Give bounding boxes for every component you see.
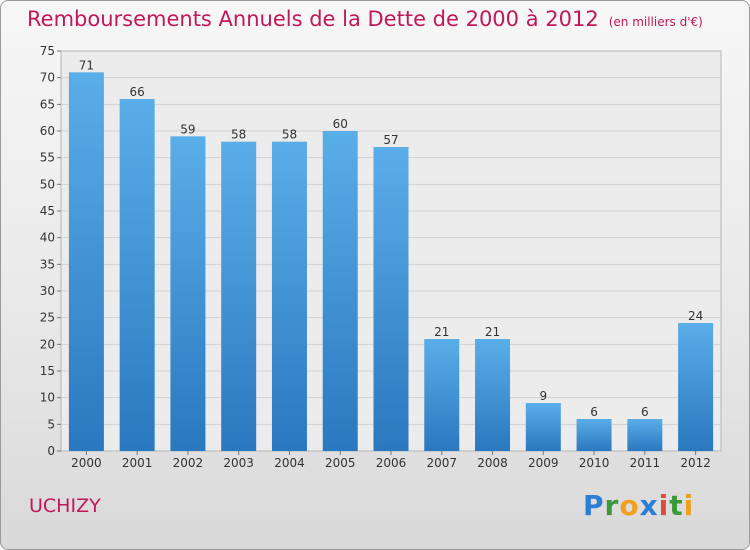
logo-letter: t bbox=[669, 489, 684, 522]
bar bbox=[322, 131, 358, 451]
proxiti-logo: Proxiti bbox=[583, 489, 694, 522]
y-tick-label: 65 bbox=[40, 97, 55, 111]
bar bbox=[475, 339, 511, 451]
x-tick-label: 2012 bbox=[680, 456, 711, 470]
x-tick-label: 2004 bbox=[274, 456, 305, 470]
x-tick-label: 2007 bbox=[426, 456, 457, 470]
data-label: 60 bbox=[333, 117, 348, 131]
chart-subtitle: (en milliers d'€) bbox=[608, 15, 703, 29]
y-tick-label: 75 bbox=[40, 44, 55, 58]
y-tick-label: 20 bbox=[40, 337, 55, 351]
x-tick-label: 2002 bbox=[173, 456, 204, 470]
bar bbox=[170, 136, 206, 452]
data-label: 66 bbox=[130, 85, 145, 99]
x-tick-label: 2008 bbox=[477, 456, 508, 470]
y-tick-label: 60 bbox=[40, 124, 55, 138]
data-label: 21 bbox=[434, 325, 449, 339]
x-tick-label: 2001 bbox=[122, 456, 153, 470]
logo-letter: r bbox=[604, 489, 620, 522]
logo-letter: i bbox=[658, 489, 670, 522]
logo-letter: P bbox=[583, 489, 605, 522]
y-tick-label: 50 bbox=[40, 177, 55, 191]
x-tick-label: 2006 bbox=[376, 456, 407, 470]
bar bbox=[221, 141, 257, 451]
y-tick-label: 55 bbox=[40, 151, 55, 165]
bar bbox=[627, 419, 663, 451]
x-tick-label: 2000 bbox=[71, 456, 102, 470]
x-axis-ticks: 2000 2001 2002 2003 2004 2005 2006 2007 2008 2009… bbox=[71, 451, 711, 470]
y-tick-label: 10 bbox=[40, 391, 55, 405]
y-axis-ticks: 0 5 10 15 20 25 30 35 40 45 50 55 60 65 70 75 bbox=[40, 44, 61, 458]
commune-name: UCHIZY bbox=[29, 495, 101, 517]
bars bbox=[68, 72, 714, 452]
bar bbox=[576, 419, 612, 451]
data-label: 58 bbox=[231, 128, 246, 142]
data-label: 6 bbox=[641, 405, 649, 419]
bar bbox=[119, 99, 155, 451]
data-label: 57 bbox=[383, 133, 398, 147]
data-label: 58 bbox=[282, 128, 297, 142]
y-tick-label: 40 bbox=[40, 231, 55, 245]
data-label: 21 bbox=[485, 325, 500, 339]
chart-title: Remboursements Annuels de la Dette de 20… bbox=[27, 7, 703, 31]
data-label: 24 bbox=[688, 309, 703, 323]
y-tick-label: 25 bbox=[40, 311, 55, 325]
logo-letter: i bbox=[683, 489, 695, 522]
bar bbox=[525, 403, 561, 451]
x-tick-label: 2009 bbox=[528, 456, 559, 470]
data-label: 71 bbox=[79, 58, 94, 72]
bar bbox=[424, 339, 460, 451]
bar bbox=[373, 147, 409, 451]
data-label: 6 bbox=[590, 405, 598, 419]
y-tick-label: 45 bbox=[40, 204, 55, 218]
bar bbox=[271, 141, 307, 451]
title-text: Remboursements Annuels de la Dette de 20… bbox=[27, 7, 599, 31]
x-tick-label: 2003 bbox=[223, 456, 254, 470]
bar bbox=[68, 72, 104, 451]
data-label: 59 bbox=[180, 122, 195, 136]
y-tick-label: 5 bbox=[47, 417, 55, 431]
y-tick-label: 35 bbox=[40, 257, 55, 271]
x-tick-label: 2010 bbox=[579, 456, 610, 470]
logo-letter: x bbox=[639, 489, 659, 522]
y-tick-label: 0 bbox=[47, 444, 55, 458]
data-label: 9 bbox=[539, 389, 547, 403]
bar bbox=[678, 323, 714, 451]
logo-letter: o bbox=[619, 489, 640, 522]
y-tick-label: 70 bbox=[40, 71, 55, 85]
x-tick-label: 2011 bbox=[630, 456, 661, 470]
y-tick-label: 15 bbox=[40, 364, 55, 378]
y-tick-label: 30 bbox=[40, 284, 55, 298]
x-tick-label: 2005 bbox=[325, 456, 356, 470]
